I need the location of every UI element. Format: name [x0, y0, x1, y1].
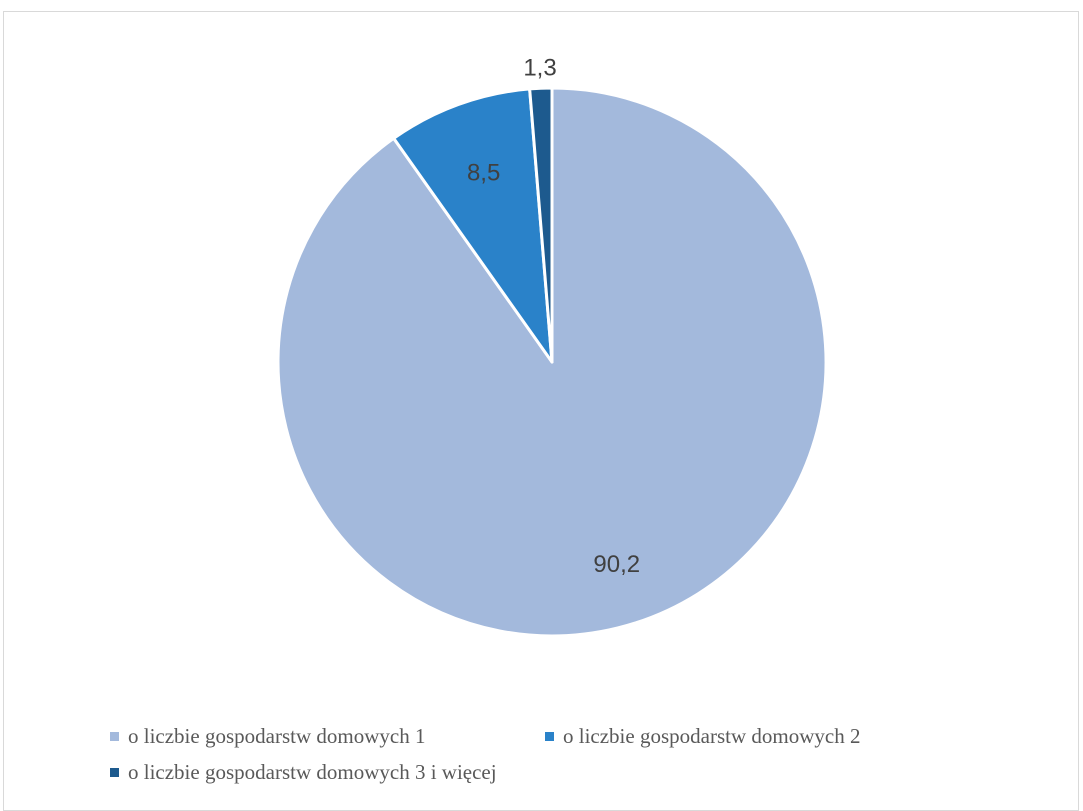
- legend-swatch: [545, 731, 554, 741]
- legend-label: o liczbie gospodarstw domowych 3 i więce…: [128, 759, 497, 784]
- pie-slice: [392, 87, 554, 364]
- pie-slice: [528, 86, 554, 364]
- data-label: 1,3: [523, 54, 556, 81]
- legend-swatch: [110, 731, 119, 741]
- legend-row: o liczbie gospodarstw domowych 1 o liczb…: [110, 718, 1010, 754]
- data-label: 8,5: [467, 159, 500, 186]
- pie-data-labels: 90,2 8,5 1,3: [467, 54, 640, 578]
- legend: o liczbie gospodarstw domowych 1 o liczb…: [110, 718, 1010, 790]
- legend-item: o liczbie gospodarstw domowych 2: [545, 724, 980, 749]
- legend-label: o liczbie gospodarstw domowych 2: [563, 723, 861, 748]
- legend-swatch: [110, 767, 119, 777]
- legend-label: o liczbie gospodarstw domowych 1: [128, 723, 426, 748]
- legend-row: o liczbie gospodarstw domowych 3 i więce…: [110, 754, 1010, 790]
- legend-item: o liczbie gospodarstw domowych 3 i więce…: [110, 760, 545, 785]
- legend-item: o liczbie gospodarstw domowych 1: [110, 724, 545, 749]
- data-label: 90,2: [593, 551, 640, 578]
- pie-slices: [276, 86, 828, 638]
